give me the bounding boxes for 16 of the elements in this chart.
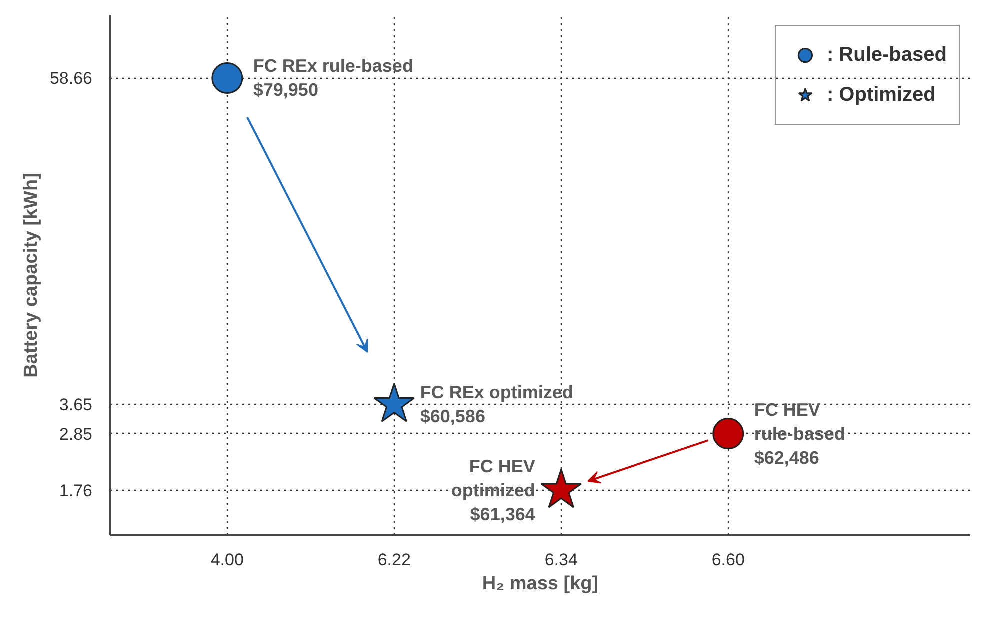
annotation: FC REx optimized $60,586 [420,382,574,427]
x-tick-label: 4.00 [210,550,244,570]
legend-label: : Rule-based [826,44,947,66]
x-tick-label: 6.60 [712,550,745,570]
x-axis-title: H₂ mass [kg] [482,574,599,594]
x-tick-label: 6.22 [378,550,411,570]
legend-label: : Optimized [826,84,936,106]
y-tick-label: 58.66 [50,69,93,88]
y-tick-label: 2.85 [59,424,93,444]
annotation: FC HEV optimized $61,364 [451,456,536,524]
y-tick-label: 3.65 [59,396,93,415]
x-tick-label: 6.34 [544,550,578,570]
y-tick-label: 1.76 [59,481,93,500]
annotation: FC REx rule-based $79,950 [253,56,414,100]
y-axis-title: Battery capacity [kWh] [20,173,42,378]
annotation: FC HEV rule-based $62,486 [754,400,846,468]
